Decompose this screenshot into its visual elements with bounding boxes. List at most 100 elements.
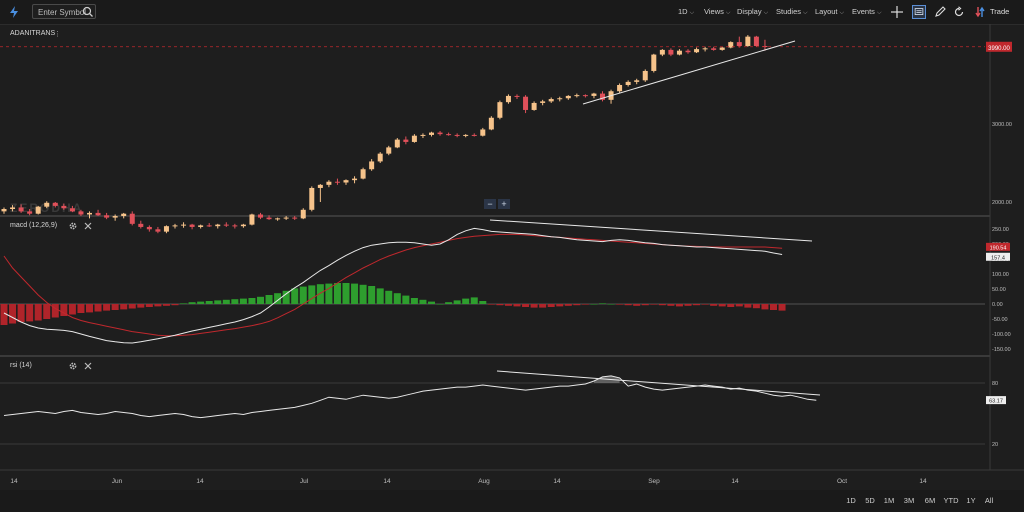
symbol-menu-icon[interactable]: ⋮ <box>54 31 61 38</box>
macd-histogram-bar <box>265 295 273 304</box>
chart-info-icon[interactable] <box>912 5 926 19</box>
candle <box>531 102 537 110</box>
candle <box>61 205 67 209</box>
candle <box>104 215 110 218</box>
candle <box>574 95 580 97</box>
signal-value-badge <box>986 252 1010 261</box>
candle <box>360 169 366 179</box>
candle <box>326 181 332 185</box>
layout-menu[interactable]: Layout ⌵ <box>815 0 844 24</box>
gear-icon[interactable] <box>68 361 78 371</box>
range-button-5d[interactable]: 5D <box>865 496 875 505</box>
macd-histogram-bar <box>257 296 264 304</box>
candle <box>497 102 503 118</box>
range-button-6m[interactable]: 6M <box>924 496 936 505</box>
macd-histogram-bar <box>718 304 726 307</box>
candle <box>659 49 665 55</box>
macd-histogram-bar <box>752 304 760 309</box>
candle <box>1 209 7 212</box>
macd-histogram-bar <box>299 286 307 304</box>
candle <box>198 225 204 227</box>
signal-line <box>3 233 783 337</box>
search-input[interactable]: Enter Symbol <box>32 4 96 19</box>
range-button-all[interactable]: All <box>984 496 994 505</box>
macd-histogram-bar <box>684 304 692 306</box>
range-button-3m[interactable]: 3M <box>903 496 915 505</box>
macd-histogram-bar <box>376 288 384 304</box>
macd-histogram-bar <box>231 299 239 304</box>
macd-tick-label: -100.00 <box>992 332 1011 338</box>
top-toolbar: Enter Symbol 1D ⌵ Views ⌵ Display ⌵ Studies… <box>0 0 1024 25</box>
trade-button[interactable]: Trade <box>975 0 1009 24</box>
x-tick-label: 14 <box>731 478 739 485</box>
close-icon[interactable] <box>83 361 93 371</box>
range-button-1d[interactable]: 1D <box>846 496 856 505</box>
candle <box>454 134 460 136</box>
studies-menu[interactable]: Studies ⌵ <box>776 0 808 24</box>
candle <box>258 214 263 218</box>
candle <box>565 95 571 99</box>
macd-histogram-bar <box>205 301 213 304</box>
interval-menu[interactable]: 1D ⌵ <box>678 0 694 24</box>
display-menu[interactable]: Display ⌵ <box>737 0 768 24</box>
search-placeholder: Enter Symbol <box>38 8 87 17</box>
macd-histogram-bar <box>333 283 341 304</box>
views-menu[interactable]: Views ⌵ <box>704 0 730 24</box>
draw-pencil-icon[interactable] <box>933 5 947 19</box>
macd-histogram-bar <box>573 304 581 306</box>
crosshair-icon[interactable] <box>890 5 904 19</box>
macd-histogram-bar <box>564 304 572 306</box>
macd-tick-label: 250.00 <box>992 227 1009 233</box>
zoom-out-button[interactable]: − <box>484 199 496 209</box>
candle <box>514 95 520 97</box>
symbol-label[interactable]: ADANITRANS <box>10 30 56 37</box>
macd-histogram-bar <box>171 304 179 306</box>
candle <box>685 50 691 53</box>
candle <box>78 211 84 215</box>
kite-logo-icon[interactable] <box>7 5 21 19</box>
x-tick-label: 14 <box>196 478 204 485</box>
macd-histogram-bar <box>410 298 418 304</box>
rsi-label: rsi (14) <box>10 362 32 369</box>
search-icon[interactable] <box>82 6 94 18</box>
gear-icon[interactable] <box>68 221 78 231</box>
macd-histogram-bar <box>291 288 299 304</box>
x-tick-label: 14 <box>383 478 391 485</box>
macd-tick-label: 100.00 <box>992 272 1009 278</box>
chart-canvas[interactable]: ZERODHA 3990.003000.002000.00250.00200.0… <box>0 24 1024 490</box>
display-label: Display <box>737 7 762 16</box>
events-menu[interactable]: Events ⌵ <box>852 0 882 24</box>
macd-histogram-bar <box>274 293 282 304</box>
range-button-1y[interactable]: 1Y <box>966 496 976 505</box>
close-icon[interactable] <box>83 221 93 231</box>
macd-histogram-bar <box>137 304 145 308</box>
range-button-1m[interactable]: 1M <box>883 496 895 505</box>
candle <box>249 214 255 225</box>
macd-histogram-bar <box>393 293 401 304</box>
candle <box>642 70 648 81</box>
candle <box>146 226 152 230</box>
candle <box>317 184 323 188</box>
macd-histogram-bar <box>145 304 153 307</box>
zoom-in-button[interactable]: + <box>498 199 510 209</box>
chevron-down-icon: ⌵ <box>876 10 882 16</box>
candle <box>437 132 443 135</box>
studies-label: Studies <box>776 7 802 16</box>
macd-histogram-bar <box>26 304 34 322</box>
candle <box>69 208 75 212</box>
candle <box>138 223 144 227</box>
macd-histogram-bar <box>103 304 111 311</box>
candle <box>155 229 161 232</box>
candle <box>223 224 229 226</box>
events-label: Events <box>852 7 875 16</box>
x-tick-label: Aug <box>478 478 490 485</box>
reset-icon[interactable] <box>952 5 966 19</box>
macd-label: macd (12,26,9) <box>10 222 58 229</box>
macd-value-label: 190.54 <box>990 245 1007 251</box>
chevron-down-icon: ⌵ <box>725 10 731 16</box>
macd-histogram-bar <box>504 304 512 306</box>
macd-histogram-bar <box>128 304 136 309</box>
macd-histogram-bar <box>650 304 658 305</box>
macd-histogram-bar <box>239 298 247 304</box>
range-button-ytd[interactable]: YTD <box>943 496 959 505</box>
